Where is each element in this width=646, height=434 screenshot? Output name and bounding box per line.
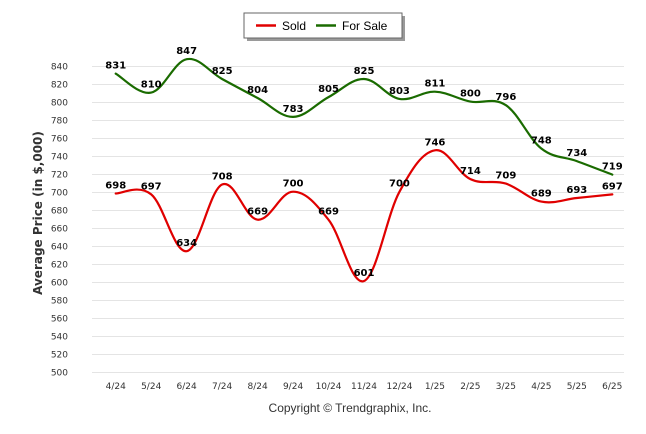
- copyright-text: Copyright © Trendgraphix, Inc.: [269, 401, 432, 415]
- y-tick-label: 520: [51, 351, 68, 361]
- data-label-sold: 708: [212, 172, 233, 183]
- x-tick-label: 4/24: [106, 382, 126, 392]
- y-tick-label: 660: [51, 225, 68, 235]
- data-label-sold: 689: [531, 189, 552, 200]
- data-label-sold: 700: [283, 179, 304, 190]
- data-label-sold: 697: [141, 181, 162, 192]
- data-label-for-sale: 796: [495, 92, 516, 103]
- x-tick-label: 11/24: [351, 382, 377, 392]
- data-labels: 698 697 634 708 669 700 669 601 700 746 714 709 689 6…: [105, 46, 622, 279]
- y-tick-label: 840: [51, 63, 68, 73]
- data-label-for-sale: 804: [247, 85, 268, 96]
- y-tick-label: 580: [51, 297, 68, 307]
- x-tick-label: 12/24: [386, 382, 412, 392]
- legend-label-sold: Sold: [282, 19, 306, 33]
- data-label-for-sale: 811: [424, 79, 445, 90]
- grid-lines: [92, 66, 624, 373]
- y-tick-label: 620: [51, 261, 68, 271]
- data-label-sold: 709: [495, 171, 516, 182]
- y-tick-label: 800: [51, 99, 68, 109]
- data-label-sold: 634: [176, 238, 197, 249]
- data-label-sold: 669: [318, 207, 339, 218]
- y-tick-label: 740: [51, 153, 68, 163]
- legend-label-for-sale: For Sale: [342, 19, 388, 33]
- x-tick-label: 10/24: [316, 382, 342, 392]
- data-label-for-sale: 825: [354, 66, 375, 77]
- y-tick-label: 560: [51, 315, 68, 325]
- series-line-sold: [114, 149, 614, 283]
- y-tick-label: 640: [51, 243, 68, 253]
- data-label-sold: 714: [460, 166, 481, 177]
- data-label-sold: 697: [602, 181, 623, 192]
- data-label-sold: 746: [424, 137, 445, 148]
- y-tick-label: 780: [51, 117, 68, 127]
- data-label-for-sale: 719: [602, 162, 623, 173]
- y-tick-label: 540: [51, 333, 68, 343]
- y-axis-title: Average Price (in $,000): [31, 131, 45, 295]
- x-tick-label: 5/24: [141, 382, 161, 392]
- data-label-for-sale: 825: [212, 66, 233, 77]
- data-label-for-sale: 800: [460, 89, 481, 100]
- data-label-for-sale: 748: [531, 135, 552, 146]
- y-tick-label: 600: [51, 279, 68, 289]
- y-tick-label: 680: [51, 207, 68, 217]
- y-axis-ticks: 500 520 540 560 580 600 620 640 660 680 700 720 740 7…: [51, 63, 68, 379]
- x-tick-label: 8/24: [247, 382, 267, 392]
- data-label-for-sale: 831: [105, 61, 126, 72]
- data-label-sold: 601: [354, 268, 375, 279]
- data-label-for-sale: 810: [141, 80, 162, 91]
- data-label-for-sale: 734: [566, 148, 587, 159]
- series-lines: [114, 57, 614, 283]
- y-tick-label: 500: [51, 369, 68, 379]
- x-tick-label: 7/24: [212, 382, 232, 392]
- data-label-sold: 669: [247, 207, 268, 218]
- y-tick-label: 820: [51, 81, 68, 91]
- x-tick-label: 4/25: [531, 382, 551, 392]
- x-tick-label: 9/24: [283, 382, 303, 392]
- data-label-sold: 700: [389, 179, 410, 190]
- y-tick-label: 760: [51, 135, 68, 145]
- x-tick-label: 5/25: [567, 382, 587, 392]
- data-label-for-sale: 847: [176, 46, 197, 57]
- x-tick-label: 3/25: [496, 382, 516, 392]
- x-tick-label: 6/24: [177, 382, 197, 392]
- x-axis-ticks: 4/24 5/24 6/24 7/24 8/24 9/24 10/24 11/24 12/24 1…: [106, 382, 623, 392]
- y-tick-label: 720: [51, 171, 68, 181]
- data-label-sold: 693: [566, 185, 587, 196]
- series-line-for-sale: [114, 57, 614, 176]
- x-tick-label: 6/25: [602, 382, 622, 392]
- x-tick-label: 2/25: [460, 382, 480, 392]
- legend: Sold For Sale: [243, 12, 405, 41]
- data-label-sold: 698: [105, 181, 126, 192]
- data-label-for-sale: 803: [389, 86, 410, 97]
- data-label-for-sale: 783: [283, 104, 304, 115]
- y-tick-label: 700: [51, 189, 68, 199]
- x-tick-label: 1/25: [425, 382, 445, 392]
- data-label-for-sale: 805: [318, 84, 339, 95]
